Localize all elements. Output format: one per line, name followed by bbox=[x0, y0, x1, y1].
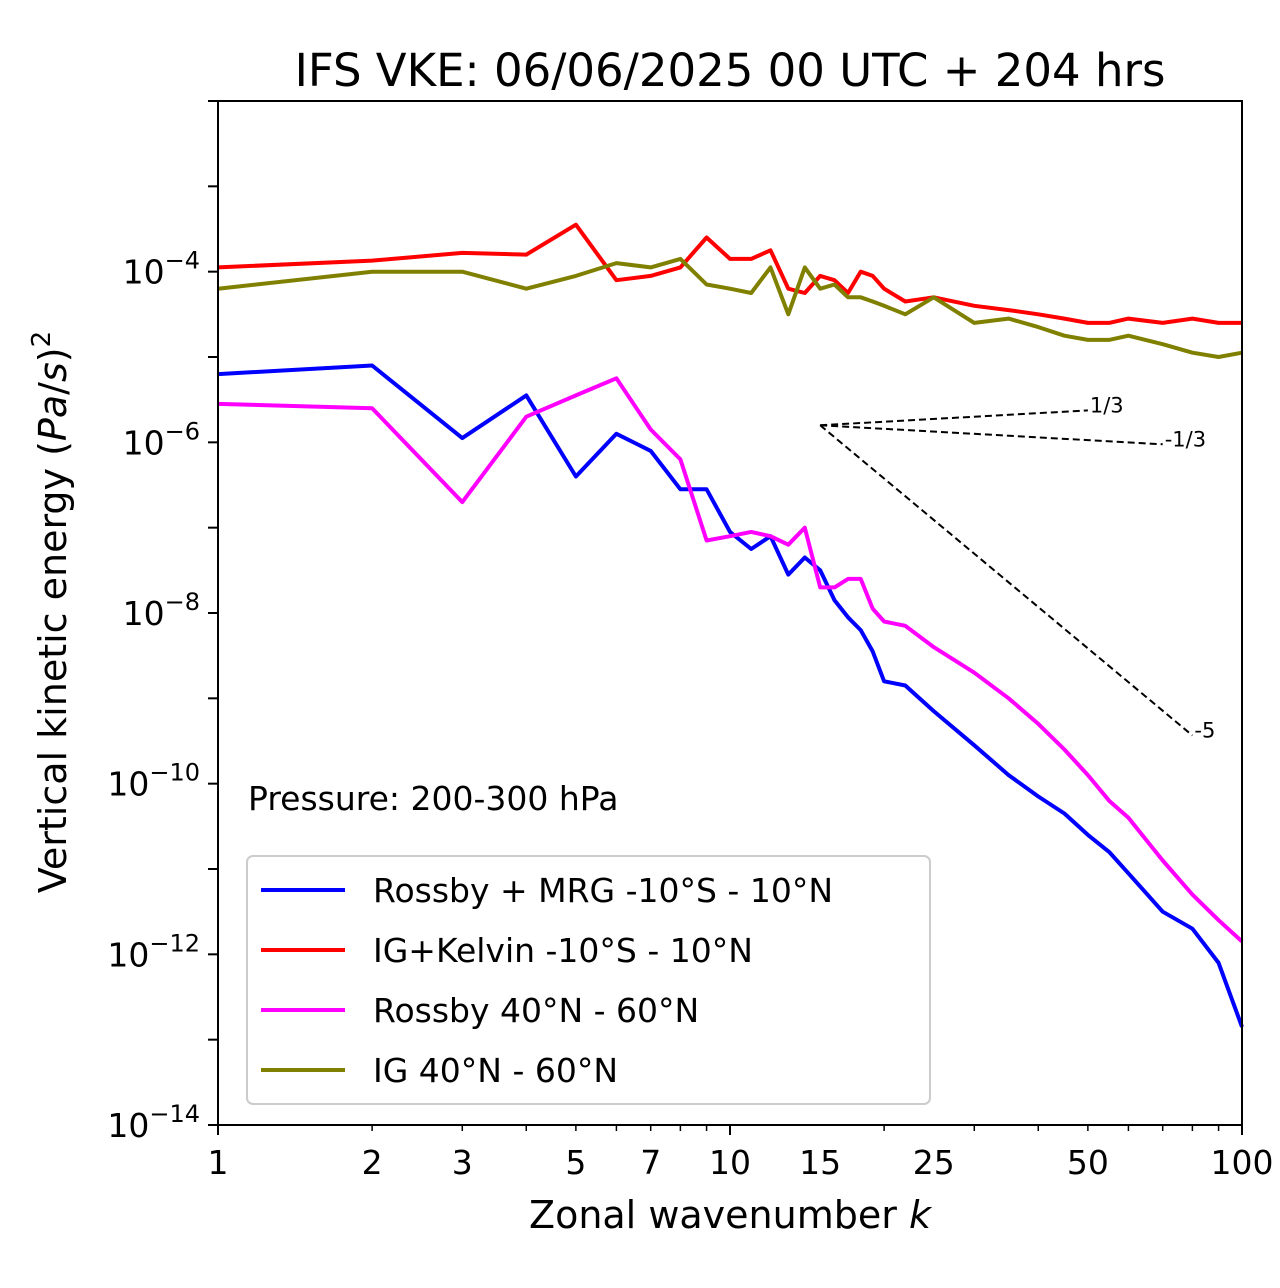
x-tick-label: 25 bbox=[913, 1143, 955, 1182]
y-tick-label: 10−8 bbox=[123, 588, 200, 633]
legend-label-2: IG+Kelvin -10°S - 10°N bbox=[373, 931, 753, 970]
series-line-4 bbox=[217, 256, 1243, 359]
chart-title: IFS VKE: 06/06/2025 00 UTC + 204 hrs bbox=[295, 44, 1166, 97]
reference-slopes: 1/3 -1/3 -5 bbox=[819, 393, 1215, 742]
reference-slope-line-2 bbox=[820, 424, 1163, 446]
x-tick-label: 100 bbox=[1211, 1143, 1274, 1182]
legend-label-3: Rossby 40°N - 60°N bbox=[373, 991, 699, 1030]
y-tick-label: 10−12 bbox=[107, 929, 200, 974]
y-tick-label: 10−14 bbox=[107, 1100, 200, 1145]
x-axis-label: Zonal wavenumber k bbox=[529, 1193, 933, 1237]
x-tick-label: 3 bbox=[452, 1143, 473, 1182]
reference-slope-label-1: 1/3 bbox=[1090, 393, 1124, 417]
x-axis: 1 2 3 5 7 10 15 25 50 100 bbox=[208, 1125, 1274, 1182]
y-tick-label: 10−10 bbox=[107, 759, 200, 804]
x-tick-label: 15 bbox=[799, 1143, 841, 1182]
x-tick-label: 5 bbox=[565, 1143, 586, 1182]
legend: Rossby + MRG -10°S - 10°N IG+Kelvin -10°S… bbox=[246, 855, 931, 1105]
pressure-annotation: Pressure: 200-300 hPa bbox=[248, 779, 618, 818]
series-line-2 bbox=[217, 222, 1242, 325]
reference-slope-label-2: -1/3 bbox=[1165, 427, 1206, 451]
x-tick-label: 2 bbox=[362, 1143, 383, 1182]
x-tick-label: 50 bbox=[1067, 1143, 1109, 1182]
y-tick-label: 10−4 bbox=[123, 247, 200, 292]
series-layer bbox=[217, 222, 1244, 1028]
y-tick-label: 10−6 bbox=[123, 417, 200, 462]
x-tick-label: 10 bbox=[709, 1143, 751, 1182]
legend-label-4: IG 40°N - 60°N bbox=[373, 1051, 618, 1090]
series-line-1 bbox=[217, 363, 1244, 1028]
reference-slope-line-3 bbox=[819, 424, 1194, 737]
x-tick-label: 7 bbox=[640, 1143, 661, 1182]
legend-label-1: Rossby + MRG -10°S - 10°N bbox=[373, 871, 833, 910]
y-axis: 10−4 10−6 10−8 10−10 10−12 10−14 bbox=[107, 100, 218, 1145]
reference-slope-line-1 bbox=[820, 409, 1088, 427]
y-axis-label: Vertical kinetic energy (Pa/s)2 bbox=[27, 331, 75, 893]
legend-box bbox=[246, 855, 931, 1105]
series-line-3 bbox=[217, 376, 1244, 943]
reference-slope-label-3: -5 bbox=[1194, 718, 1215, 742]
x-tick-label: 1 bbox=[208, 1143, 229, 1182]
